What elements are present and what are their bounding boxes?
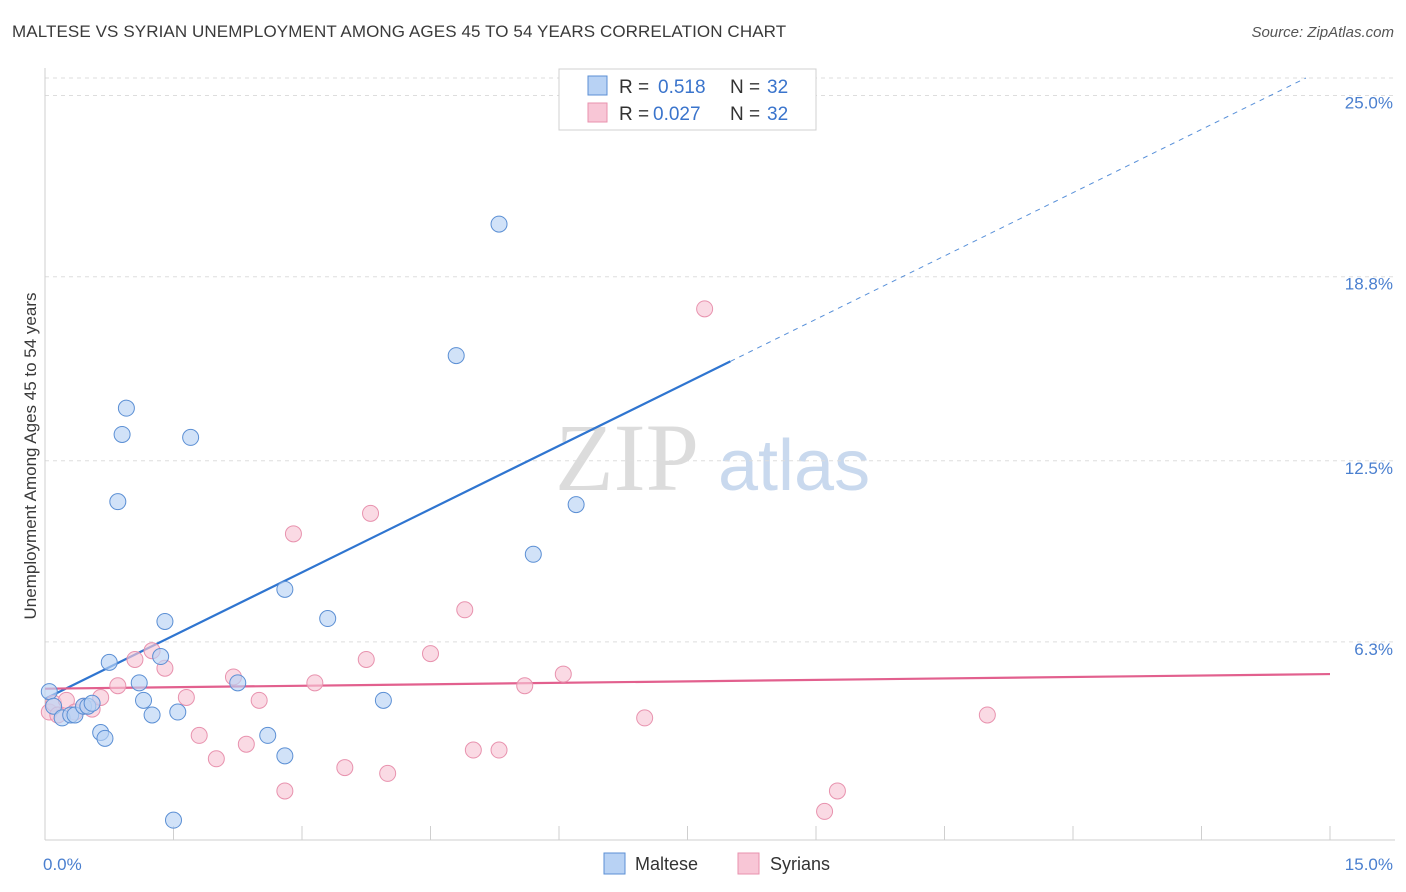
point-syrians-12 [177,688,195,706]
point-syrians-16 [237,735,255,753]
bottom-legend-label-syrians: Syrians [770,854,830,874]
legend-n-label-syrians: N = [730,104,760,125]
point-syrians-19 [284,525,302,543]
point-syrians-25 [422,645,439,663]
y-tick-label-2: 18.8% [1345,275,1393,294]
point-maltese-28 [447,347,465,365]
point-syrians-23 [362,504,380,522]
point-syrians-14 [207,750,225,768]
tick-labels: 6.3% 12.5% 18.8% 25.0% 0.0% 15.0% [43,94,1393,874]
legend-r-value-maltese: 0.518 [658,77,706,98]
axes [44,68,1395,841]
y-axis-label: Unemployment Among Ages 45 to 54 years [21,293,40,620]
point-maltese-17 [152,648,170,666]
legend-swatch-syrians [587,102,608,123]
point-maltese-29 [490,215,508,233]
point-maltese-1 [45,697,63,715]
legend-n-value-syrians: 32 [767,104,788,125]
point-syrians-24 [379,764,397,782]
point-maltese-7 [83,694,101,712]
point-maltese-24 [276,747,294,765]
point-syrians-21 [336,759,354,777]
y-tick-label-0: 6.3% [1354,640,1393,659]
legend-r-label-syrians: R = [619,104,649,125]
x-tick-label-0: 0.0% [43,855,82,874]
legend-r-value-syrians: 0.027 [653,104,701,125]
point-maltese-14 [130,674,148,692]
point-maltese-25 [276,580,294,598]
point-syrians-13 [190,726,208,744]
legend-n-value-maltese: 32 [767,77,788,98]
point-maltese-16 [143,706,161,724]
trend-lines [44,77,1331,700]
point-syrians-17 [250,691,268,709]
point-maltese-20 [169,703,187,721]
point-syrians-22 [357,650,375,668]
point-maltese-23 [259,726,277,744]
chart-title: MALTESE VS SYRIAN UNEMPLOYMENT AMONG AGE… [12,22,787,41]
point-maltese-11 [109,493,127,511]
x-tick-label-1: 15.0% [1345,855,1393,874]
point-syrians-27 [464,741,482,759]
point-maltese-15 [135,691,153,709]
legend-n-label-maltese: N = [730,77,760,98]
point-syrians-9 [126,650,144,668]
bottom-legend-swatch-syrians [737,852,760,875]
point-maltese-9 [96,729,114,747]
trend-line-syrians [44,672,1331,690]
trend-line-maltese-extension [730,77,1307,362]
point-maltese-30 [524,545,542,563]
point-maltese-31 [567,496,585,514]
watermark-zip: ZIP [555,404,699,511]
point-syrians-35 [978,706,996,724]
point-syrians-26 [456,601,474,619]
data-points [40,215,996,829]
point-maltese-12 [113,425,131,443]
legend-top: R = 0.518 N = 32 R = 0.027 N = 32 [558,68,817,131]
bottom-legend-label-maltese: Maltese [635,854,698,874]
legend-r-label-maltese: R = [619,77,649,98]
point-syrians-33 [816,802,834,820]
point-maltese-27 [374,691,392,709]
grid-lines [45,77,1395,643]
point-maltese-13 [117,399,135,417]
point-syrians-30 [554,665,572,683]
source-label: Source: ZipAtlas.com [1251,24,1394,41]
point-syrians-28 [490,741,508,759]
point-maltese-0 [40,683,58,701]
bottom-legend-swatch-maltese [603,852,626,875]
point-maltese-10 [100,653,118,671]
y-tick-label-3: 25.0% [1345,94,1393,113]
watermark: ZIP atlas [555,404,870,511]
point-syrians-32 [696,300,714,318]
point-maltese-21 [182,428,200,446]
watermark-atlas: atlas [718,426,870,506]
legend-swatch-maltese [587,75,608,96]
y-tick-label-1: 12.5% [1345,459,1393,478]
point-syrians-20 [306,674,324,692]
point-syrians-18 [276,782,294,800]
point-maltese-18 [156,612,174,630]
point-syrians-8 [109,677,127,695]
legend-bottom: Maltese Syrians [603,852,830,875]
point-syrians-34 [828,782,846,800]
point-maltese-26 [319,610,337,628]
point-maltese-19 [165,811,182,829]
point-syrians-31 [636,709,654,727]
point-maltese-22 [229,674,247,692]
trend-line-maltese [44,360,731,700]
point-syrians-29 [516,677,534,695]
